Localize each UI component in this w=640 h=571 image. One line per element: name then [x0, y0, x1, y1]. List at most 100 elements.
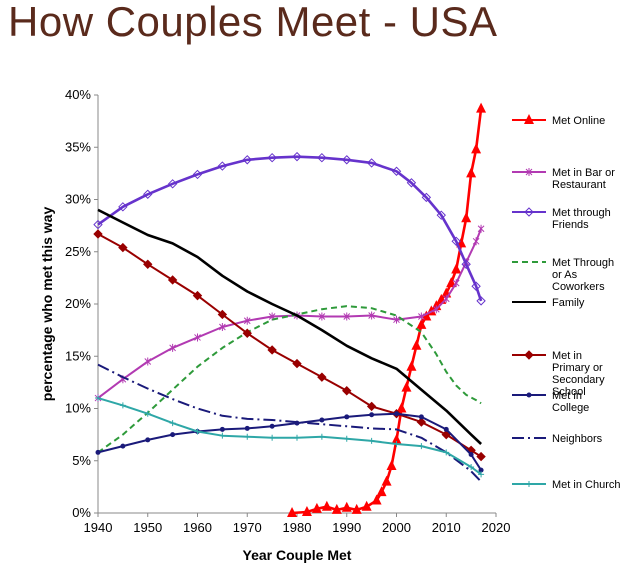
legend-label: Met Online	[552, 115, 605, 127]
series-line	[97, 397, 482, 476]
data-point	[466, 167, 477, 178]
data-point	[170, 432, 176, 438]
legend-label-line: Met in Bar or	[552, 167, 615, 179]
data-point	[368, 311, 375, 320]
data-point	[217, 161, 228, 171]
data-point	[144, 410, 151, 417]
data-point	[292, 151, 302, 162]
data-point	[416, 417, 427, 427]
data-point	[343, 435, 350, 442]
data-point	[192, 169, 203, 180]
data-point	[311, 502, 322, 513]
data-point	[192, 290, 203, 301]
data-point	[361, 500, 372, 511]
data-point	[376, 486, 387, 497]
data-point	[341, 501, 352, 512]
legend-item-2: Met through Friends	[512, 207, 611, 231]
series-6	[95, 411, 484, 473]
data-point	[167, 275, 178, 285]
legend-label-line: Secondary	[552, 374, 605, 386]
data-point	[446, 277, 457, 288]
x-tick-label: 2020	[482, 520, 511, 535]
y-tick-label: 20%	[65, 296, 91, 311]
x-tick-label: 2010	[432, 520, 461, 535]
data-point	[416, 318, 427, 329]
data-point	[217, 309, 228, 320]
data-point	[344, 414, 350, 420]
series-line	[97, 363, 482, 483]
y-tick-label: 10%	[65, 401, 91, 416]
x-tick-label: 1940	[84, 520, 113, 535]
data-point	[393, 315, 400, 324]
legend-label: Family	[552, 297, 585, 309]
data-point	[381, 475, 392, 486]
legend-label-line: Restaurant	[552, 179, 606, 191]
legend-marker	[526, 392, 532, 398]
data-point	[169, 420, 176, 427]
slide-title: How Couples Meet - USA	[8, 0, 498, 45]
x-tick-label: 1970	[233, 520, 262, 535]
data-point	[167, 179, 178, 189]
data-point	[301, 505, 312, 516]
series-line	[97, 155, 483, 302]
data-point	[342, 155, 352, 165]
data-point	[331, 503, 342, 514]
data-point	[478, 471, 485, 478]
series-2	[93, 151, 486, 306]
x-tick-label: 1990	[332, 520, 361, 535]
data-point	[369, 412, 375, 418]
data-point	[267, 152, 277, 163]
data-point	[317, 372, 327, 382]
data-point	[476, 102, 487, 113]
data-point	[292, 358, 302, 369]
data-point	[118, 202, 128, 212]
legend-label-line: or As	[552, 269, 578, 281]
data-point	[243, 316, 251, 325]
series-line	[97, 208, 482, 445]
data-point	[169, 343, 176, 352]
data-point	[267, 345, 277, 355]
data-point	[436, 210, 446, 220]
legend-label: Met in Church	[552, 479, 620, 491]
series-8	[95, 395, 485, 478]
legend-item-3: Met Through or As Coworkers	[512, 257, 614, 293]
x-tick-label: 1950	[133, 520, 162, 535]
series-4	[97, 208, 482, 445]
data-point	[394, 411, 399, 417]
legend-label: Met through Friends	[552, 207, 611, 231]
legend-item-4: Family	[512, 297, 585, 309]
data-point	[93, 219, 103, 230]
data-point	[143, 189, 153, 199]
legend-label-line: Met Through	[552, 257, 614, 269]
series-line	[97, 228, 483, 399]
y-tick-label: 15%	[65, 348, 91, 363]
data-point	[418, 414, 424, 420]
data-point	[219, 322, 226, 331]
legend-label: Met in Primary or Secondary School	[552, 350, 605, 398]
data-point	[368, 437, 375, 444]
data-point	[317, 152, 327, 163]
data-point	[93, 229, 103, 239]
legend-item-5: Met in Primary or Secondary School	[512, 350, 605, 398]
data-point	[391, 166, 402, 176]
x-tick-label: 1960	[183, 520, 212, 535]
data-point	[391, 433, 402, 444]
data-point	[144, 357, 152, 366]
series-1	[94, 224, 485, 403]
data-point	[342, 386, 352, 396]
legend-marker	[524, 350, 534, 360]
data-point	[287, 507, 298, 517]
x-axis-title: Year Couple Met	[243, 547, 352, 563]
data-point	[472, 237, 480, 246]
y-tick-label: 25%	[65, 244, 91, 259]
legend-item-7: Neighbors	[512, 433, 603, 445]
legend-label: Met Through or As Coworkers	[552, 257, 614, 293]
data-point	[393, 441, 400, 448]
data-point	[406, 360, 417, 371]
data-point	[411, 339, 422, 350]
data-point	[418, 312, 425, 321]
data-point	[143, 259, 153, 269]
data-point	[95, 449, 101, 455]
legend-label: Met in College	[552, 390, 589, 414]
